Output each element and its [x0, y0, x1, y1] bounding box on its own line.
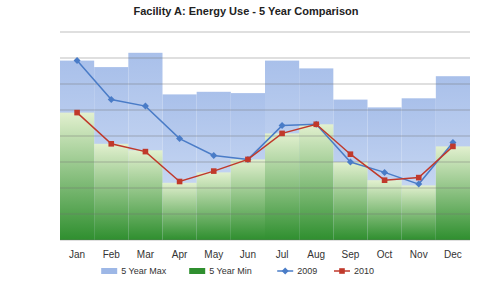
- marker: [450, 144, 456, 150]
- bar: [163, 94, 197, 240]
- x-tick-label: Apr: [172, 249, 188, 260]
- marker: [415, 181, 422, 188]
- grid-line: [60, 162, 470, 163]
- bar: [197, 172, 231, 240]
- bar: [402, 185, 436, 240]
- legend: 5 Year Max 5 Year Min 2009 2010: [101, 266, 374, 276]
- marker: [108, 96, 115, 103]
- legend-label: 5 Year Min: [209, 266, 252, 276]
- marker: [74, 110, 80, 116]
- marker: [74, 57, 81, 64]
- grid-line: [60, 240, 470, 241]
- chart: Facility A: Energy Use - 5 Year Comparis…: [0, 0, 492, 284]
- legend-swatch: [101, 268, 117, 274]
- bar: [60, 113, 94, 240]
- x-tick-label: May: [204, 249, 223, 260]
- marker: [176, 135, 183, 142]
- marker: [313, 122, 319, 128]
- marker: [348, 151, 354, 157]
- grid-line: [60, 188, 470, 189]
- bar: [128, 53, 162, 240]
- bar: [94, 144, 128, 240]
- legend-swatch: [189, 268, 205, 274]
- grid-line: [60, 32, 470, 33]
- marker: [416, 175, 422, 181]
- marker: [177, 179, 183, 185]
- bar: [299, 124, 333, 240]
- marker: [279, 131, 285, 137]
- marker: [313, 121, 320, 128]
- marker: [381, 169, 388, 176]
- bar: [333, 100, 367, 240]
- x-tick-label: Nov: [410, 249, 428, 260]
- bar: [60, 61, 94, 240]
- bar: [231, 159, 265, 240]
- line: [77, 113, 453, 182]
- marker: [279, 122, 286, 129]
- marker: [210, 152, 217, 159]
- bar: [128, 150, 162, 240]
- legend-label: 2009: [297, 266, 317, 276]
- x-tick-label: Jan: [69, 249, 85, 260]
- bar: [368, 180, 402, 240]
- bar: [163, 183, 197, 240]
- marker: [244, 156, 251, 163]
- x-tick-label: Sep: [342, 249, 360, 260]
- x-tick-label: Jul: [276, 249, 289, 260]
- x-tick-label: Mar: [137, 249, 155, 260]
- marker: [108, 141, 114, 147]
- legend-marker: [339, 268, 345, 274]
- bar: [231, 93, 265, 240]
- marker: [143, 149, 149, 155]
- bar: [368, 107, 402, 240]
- grid-line: [60, 214, 470, 215]
- x-tick-label: Feb: [103, 249, 121, 260]
- x-tick-label: Jun: [240, 249, 256, 260]
- lines: [74, 57, 457, 188]
- legend-label: 5 Year Max: [121, 266, 167, 276]
- x-tick-label: Oct: [377, 249, 393, 260]
- marker: [382, 177, 388, 183]
- grid-line: [60, 110, 470, 111]
- bar: [436, 146, 470, 240]
- x-tick-label: Dec: [444, 249, 462, 260]
- bar: [265, 61, 299, 240]
- bar: [265, 133, 299, 240]
- grid-line: [60, 136, 470, 137]
- marker: [245, 157, 251, 163]
- plot: [60, 53, 470, 240]
- legend-label: 2010: [354, 266, 374, 276]
- marker: [211, 168, 217, 174]
- x-tick-label: Aug: [307, 249, 325, 260]
- marker: [347, 159, 354, 166]
- grid-line: [60, 58, 470, 59]
- legend-marker: [282, 268, 289, 275]
- line: [77, 61, 453, 185]
- title: Facility A: Energy Use - 5 Year Comparis…: [134, 5, 359, 17]
- bar: [197, 92, 231, 240]
- grid-line: [60, 84, 470, 85]
- bar: [333, 162, 367, 240]
- marker: [142, 103, 149, 110]
